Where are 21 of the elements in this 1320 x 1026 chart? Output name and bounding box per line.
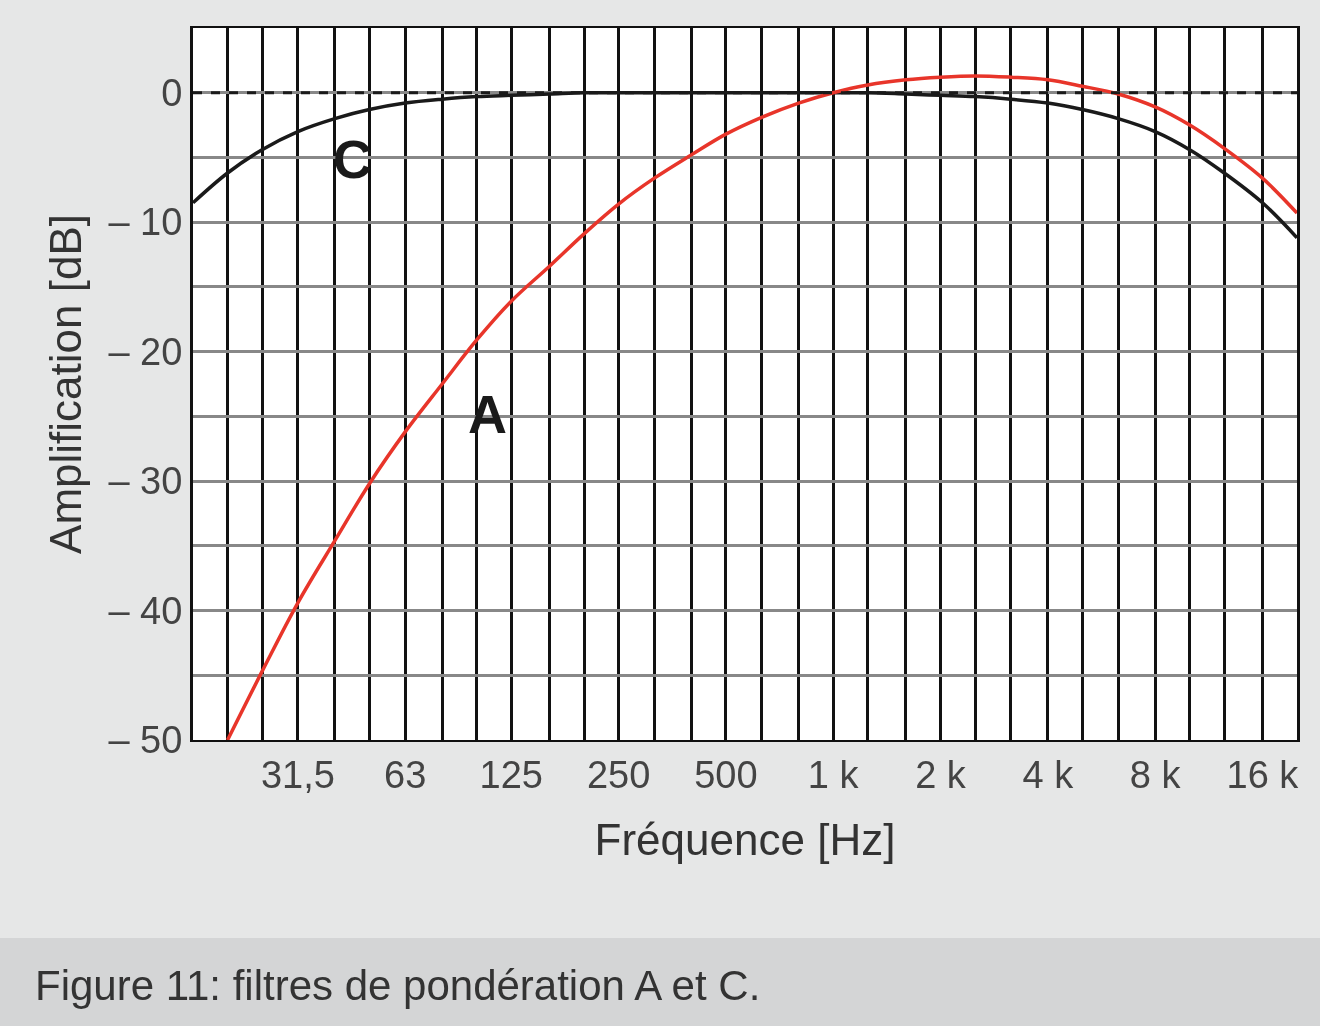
x-tick-label: 1 k: [807, 753, 860, 796]
x-tick-label: 31,5: [260, 753, 335, 796]
x-tick-label: 8 k: [1129, 753, 1182, 796]
x-tick-label: 4 k: [1022, 753, 1075, 796]
series-label: C: [333, 129, 372, 189]
x-tick-label: 16 k: [1226, 753, 1300, 796]
y-tick-label: – 10: [108, 201, 183, 244]
x-tick-label: 63: [384, 753, 427, 796]
x-tick-label: 250: [586, 753, 651, 796]
y-tick-label: – 40: [108, 589, 183, 632]
y-tick-label: – 50: [108, 719, 183, 762]
y-tick-label: – 20: [108, 330, 183, 373]
series-label: A: [468, 384, 507, 444]
x-axis-title: Fréquence [Hz]: [594, 815, 896, 865]
y-tick-label: 0: [161, 72, 183, 115]
y-axis-title: Amplification [dB]: [40, 214, 90, 554]
x-tick-label: 500: [694, 753, 758, 796]
y-tick-label: – 30: [108, 460, 183, 503]
caption: Figure 11: filtres de pondération A et C.: [35, 962, 761, 1009]
x-tick-label: 125: [479, 753, 543, 796]
x-tick-label: 2 k: [915, 753, 967, 796]
